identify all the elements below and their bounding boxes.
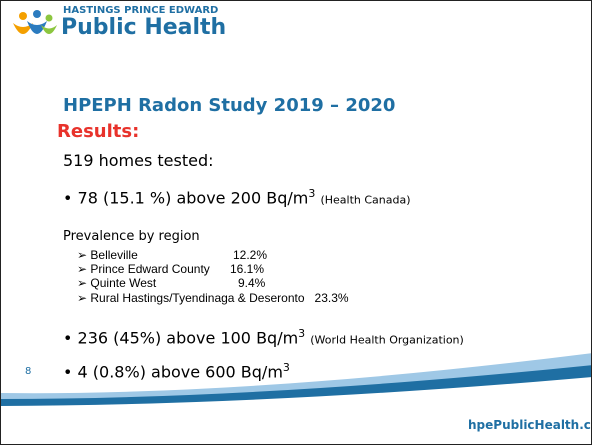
subtitle: Results: <box>57 121 140 142</box>
region-value: 9.4% <box>238 276 266 290</box>
region-value: 12.2% <box>233 248 268 262</box>
region-name: Belleville <box>90 248 138 262</box>
bullet: • 78 (15.1 %) above 200 Bq/m3 (Health Ca… <box>63 187 411 208</box>
region: ➢ Prince Edward County <box>77 262 210 276</box>
logo-icon <box>13 10 57 34</box>
bullet-note: (World Health Organization) <box>310 333 464 347</box>
bullet-text: 236 (45%) above 100 Bq/m <box>77 328 299 348</box>
logo-name: Public Health <box>61 15 227 40</box>
region-value: 23.3% <box>314 291 349 305</box>
bullet-text: 4 (0.8%) above 600 Bq/m <box>77 362 283 382</box>
region-value: 16.1% <box>230 262 265 276</box>
footer-swoosh-white <box>1 377 591 444</box>
bullet: • 236 (45%) above 100 Bq/m3 (World Healt… <box>63 327 464 348</box>
intro: 519 homes tested: <box>63 151 214 170</box>
bullet-sup: 3 <box>282 361 290 374</box>
region-name: Rural Hastings/Tyendinaga & Deseronto <box>90 291 305 305</box>
region-name: Prince Edward County <box>90 262 210 276</box>
bullet-text: 78 (15.1 %) above 200 Bq/m <box>77 188 309 208</box>
prevalence-heading: Prevalence by region <box>63 229 200 244</box>
bullet: • 4 (0.8%) above 600 Bq/m3 <box>63 361 290 382</box>
bullet-sup: 3 <box>308 187 316 200</box>
bullet-sup: 3 <box>298 327 306 340</box>
title: HPEPH Radon Study 2019 – 2020 <box>63 95 396 116</box>
region: ➢ Belleville <box>77 248 138 262</box>
logo-top: HASTINGS PRINCE EDWARD <box>63 5 219 16</box>
region-name: Quinte West <box>90 276 157 290</box>
region: ➢ Rural Hastings/Tyendinaga & Deseronto … <box>77 291 349 305</box>
footer-url: hpePublicHealth.ca <box>468 418 592 432</box>
region: ➢ Quinte West <box>77 276 157 290</box>
bullet-note: (Health Canada) <box>320 193 411 207</box>
slide-number: 8 <box>25 366 32 377</box>
